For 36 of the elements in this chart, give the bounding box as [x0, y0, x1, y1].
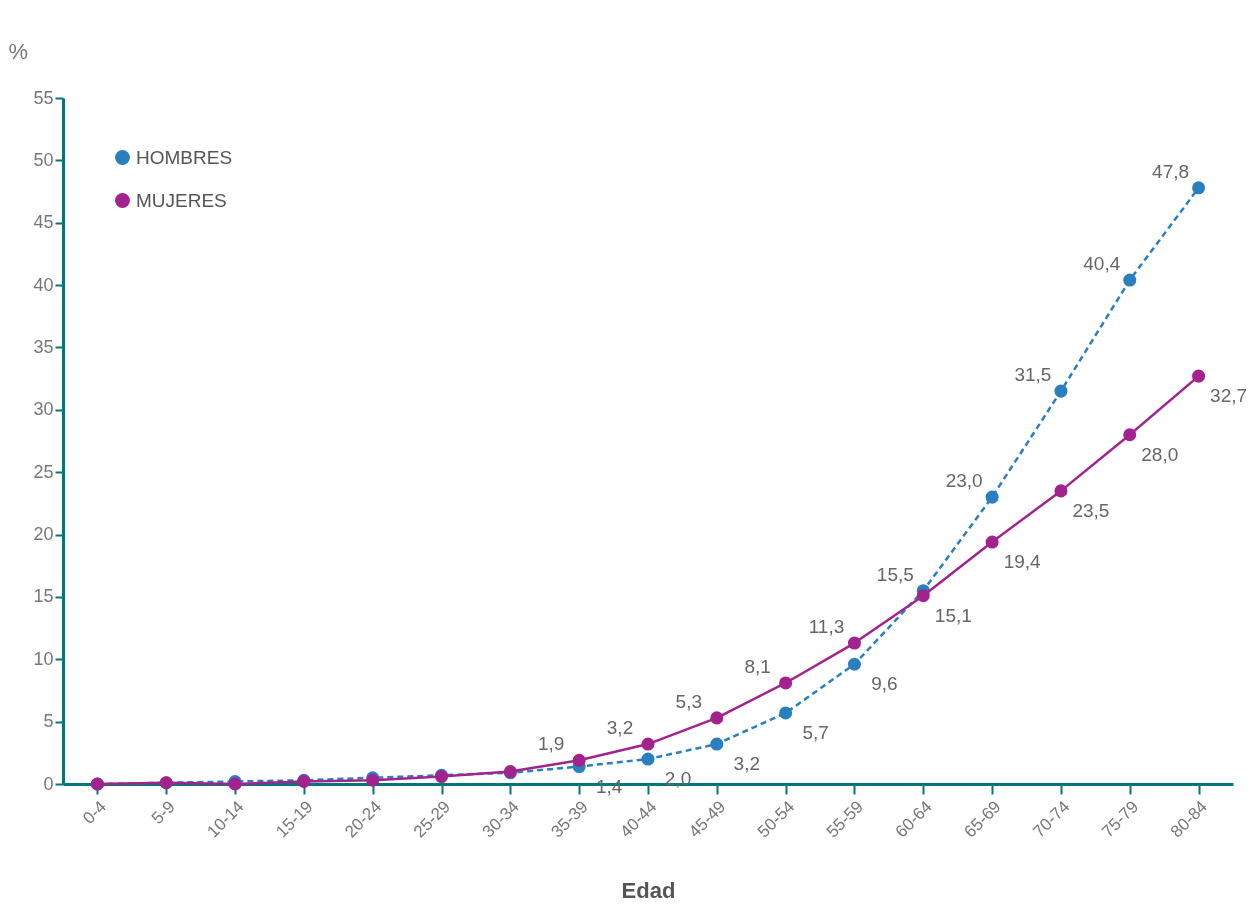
data-label: 8,1 — [744, 655, 771, 677]
data-label: 15,1 — [934, 604, 972, 626]
y-tick-label: 50 — [33, 149, 54, 170]
data-label: 9,6 — [871, 673, 898, 695]
y-tick-label: 5 — [43, 711, 54, 732]
y-tick-label: 55 — [33, 87, 54, 108]
y-tick-label: 0 — [43, 773, 54, 794]
data-label: 19,4 — [1003, 551, 1042, 573]
data-label: 47,8 — [1152, 160, 1190, 182]
data-label: 11,3 — [808, 616, 845, 638]
y-axis-title: % — [8, 38, 29, 64]
data-label: 28,0 — [1141, 443, 1179, 465]
data-label: 3,2 — [606, 717, 634, 739]
y-tick-label: 25 — [33, 461, 54, 482]
x-tick-label: 5-9 — [147, 797, 179, 828]
data-label: 5,7 — [802, 721, 829, 743]
data-label: 23,0 — [945, 470, 983, 492]
y-tick-label: 20 — [33, 524, 54, 545]
legend-label: MUJERES — [136, 189, 227, 211]
data-label: 32,7 — [1210, 385, 1248, 407]
x-tick-label: 0-4 — [79, 797, 110, 828]
data-label: 15,5 — [876, 563, 914, 585]
y-tick-label: 10 — [33, 648, 54, 669]
y-tick-label: 30 — [33, 399, 54, 420]
x-axis-title: Edad — [621, 877, 676, 903]
data-label: 23,5 — [1072, 499, 1110, 521]
y-tick-label: 35 — [33, 336, 54, 357]
y-tick-label: 45 — [33, 212, 54, 233]
data-label: 5,3 — [675, 690, 703, 712]
legend-label: HOMBRES — [136, 146, 233, 168]
data-label: 40,4 — [1083, 253, 1121, 275]
data-label: 1,9 — [537, 733, 565, 755]
y-tick-label: 15 — [33, 586, 54, 607]
data-label: 3,2 — [733, 753, 761, 775]
data-label: 31,5 — [1014, 364, 1052, 386]
y-tick-label: 40 — [33, 274, 54, 295]
